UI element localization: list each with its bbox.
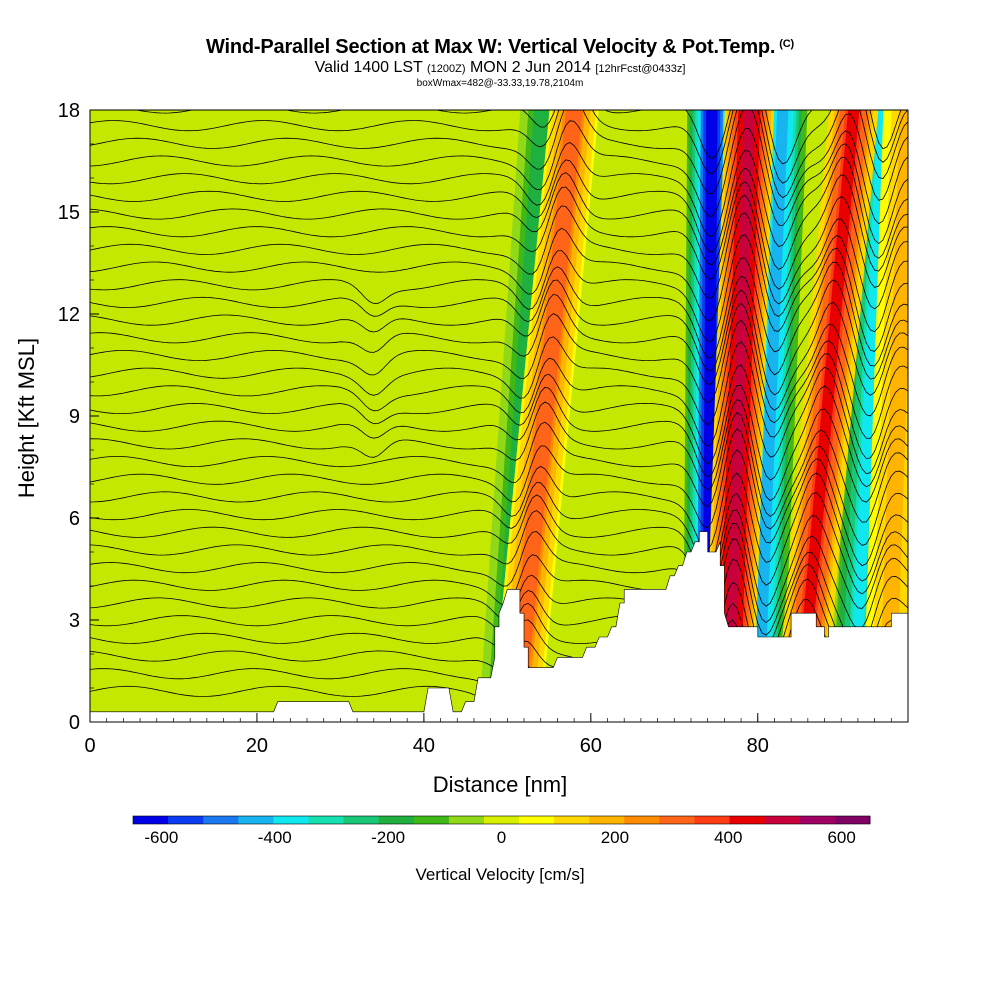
theta-contour	[90, 261, 908, 376]
theta-contour	[90, 174, 908, 290]
colorbar-tick-label: -400	[258, 828, 292, 847]
theta-contour	[90, 110, 908, 199]
colorbar-tick-label: 0	[497, 828, 506, 847]
updraft-band-3	[881, 110, 908, 722]
chart-title-block: Wind-Parallel Section at Max W: Vertical…	[0, 36, 1000, 89]
valid-time-line: Valid 1400 LST (1200Z) MON 2 Jun 2014 [1…	[0, 59, 1000, 78]
colorbar-swatch	[624, 816, 660, 824]
colorbar-swatch	[834, 816, 871, 824]
colorbar-swatch	[484, 816, 520, 824]
updraft-band-0	[510, 110, 580, 722]
plot-area	[90, 110, 908, 722]
colorbar-swatch	[238, 816, 274, 824]
y-tick-label: 12	[58, 304, 80, 326]
copyright-mark: (C)	[779, 38, 794, 50]
theta-contour	[90, 212, 908, 322]
y-tick-label: 6	[69, 508, 80, 530]
terrain-mask	[90, 531, 908, 722]
x-tick-label: 0	[84, 735, 95, 757]
x-tick-label: 80	[747, 735, 769, 757]
colorbar-swatch	[764, 816, 801, 824]
colorbar-swatch	[133, 816, 169, 824]
colorbar-label: Vertical Velocity [cm/s]	[415, 865, 584, 884]
theta-contour	[90, 385, 908, 502]
theta-contour	[90, 143, 908, 253]
theta-contour	[90, 428, 908, 530]
colorbar-swatch	[799, 816, 836, 824]
colorbar-swatch	[168, 816, 204, 824]
theta-contour	[90, 248, 908, 359]
theta-contour	[90, 535, 908, 636]
y-tick-label: 0	[69, 712, 80, 734]
theta-contour	[90, 301, 908, 411]
updraft-band-2	[793, 110, 860, 722]
theta-contour	[90, 110, 908, 184]
theta-contour	[90, 128, 908, 238]
theta-contour	[90, 515, 908, 624]
y-tick-label: 15	[58, 202, 80, 224]
box-wmax-info: boxWmax=482@-33.33,19.78,2104m	[416, 78, 584, 89]
chart-title: Wind-Parallel Section at Max W: Vertical…	[206, 36, 794, 58]
updraft-band-1	[722, 110, 756, 722]
colorbar: -600 -400 -200 0 200 400 600	[132, 815, 871, 847]
x-tick-label: 40	[413, 735, 435, 757]
colorbar-swatch	[554, 816, 590, 824]
colorbar-frame	[132, 815, 871, 825]
colorbar-swatch	[729, 816, 766, 824]
theta-contour	[90, 234, 908, 342]
theta-contour	[90, 319, 908, 426]
theta-contour	[90, 110, 908, 217]
theta-contour	[90, 194, 908, 305]
theta-contour	[90, 366, 908, 481]
y-axis-label: Height [Kft MSL]	[14, 338, 39, 498]
colorbar-swatch	[203, 816, 239, 824]
x-tick-label: 20	[246, 735, 268, 757]
y-tick-label: 9	[69, 406, 80, 428]
downdraft-band-2	[752, 110, 789, 722]
colorbar-swatch	[589, 816, 625, 824]
colorbar-tick-label: -200	[371, 828, 405, 847]
x-tick-label: 60	[580, 735, 602, 757]
valid-prefix: Valid 1400 LST	[314, 59, 423, 76]
y-tick-label: 18	[58, 100, 80, 122]
colorbar-swatch	[273, 816, 309, 824]
theta-contour	[90, 472, 908, 586]
colorbar-swatch	[343, 816, 380, 824]
colorbar-swatch	[308, 816, 345, 824]
colorbar-swatch	[413, 816, 450, 824]
colorbar-tick-label: 400	[714, 828, 742, 847]
theta-contour	[134, 110, 902, 165]
colorbar-tick-label: -600	[144, 828, 178, 847]
colorbar-swatch	[659, 816, 695, 824]
forecast-info: [12hrFcst@0433z]	[595, 63, 686, 75]
colorbar-tick-label: 200	[601, 828, 629, 847]
x-axis: 0 20 40 60 80	[84, 713, 909, 757]
colorbar-swatch	[694, 816, 731, 824]
colorbar-swatch	[448, 816, 485, 824]
theta-contour	[90, 157, 908, 270]
colorbar-swatch	[519, 816, 555, 824]
theta-contour	[90, 445, 908, 551]
y-axis: 0 3 6 9 12 15 18	[58, 100, 99, 734]
theta-contour	[90, 279, 908, 396]
theta-contour	[90, 408, 908, 517]
y-tick-label: 3	[69, 610, 80, 632]
colorbar-tick-label: 600	[827, 828, 855, 847]
colorbar-swatch	[378, 816, 415, 824]
theta-contour	[90, 458, 908, 569]
x-axis-label: Distance [nm]	[433, 772, 568, 797]
valid-utc: (1200Z)	[426, 63, 466, 75]
theta-contour	[90, 492, 908, 607]
valid-date: MON 2 Jun 2014	[469, 59, 591, 76]
theta-contour	[90, 340, 908, 447]
theta-contour	[90, 353, 908, 465]
